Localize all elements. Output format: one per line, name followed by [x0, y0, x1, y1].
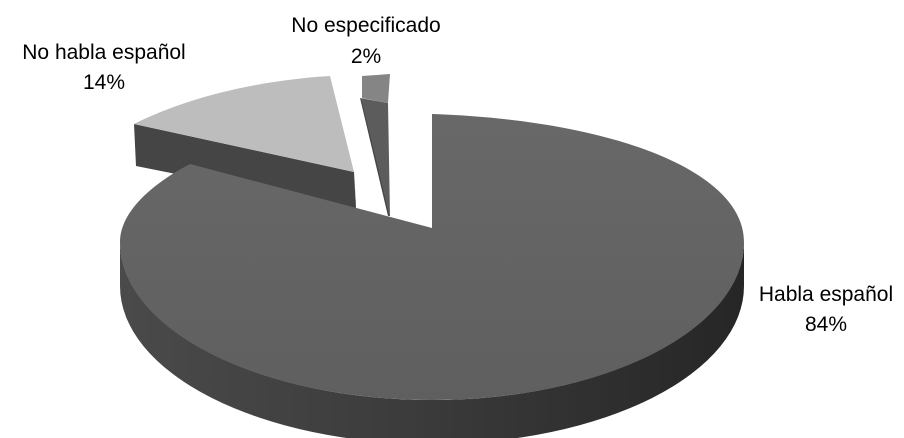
- slice-no-habla-espanol: [134, 76, 354, 172]
- slice-no-habla-espanol-side: [134, 124, 356, 210]
- slice-no-especificado-side-front: [360, 98, 390, 216]
- pie-top: [120, 74, 744, 400]
- percent-habla-espanol: 84%: [805, 313, 847, 336]
- slice-no-habla-espanol-side-2: [354, 172, 356, 210]
- pie-labels: No especificado 2% No habla español 14% …: [22, 14, 893, 336]
- label-no-especificado: No especificado: [291, 14, 440, 37]
- label-habla-espanol: Habla español: [759, 283, 893, 306]
- slice-habla-espanol-side: [120, 242, 744, 438]
- percent-no-especificado: 2%: [351, 45, 381, 68]
- label-no-habla-espanol: No habla español: [22, 41, 185, 64]
- slice-no-especificado-side: [360, 98, 390, 216]
- slice-habla-espanol: [120, 114, 744, 400]
- slice-no-especificado: [362, 74, 390, 103]
- percent-no-habla-espanol: 14%: [83, 71, 125, 94]
- pie-depth: [120, 98, 744, 438]
